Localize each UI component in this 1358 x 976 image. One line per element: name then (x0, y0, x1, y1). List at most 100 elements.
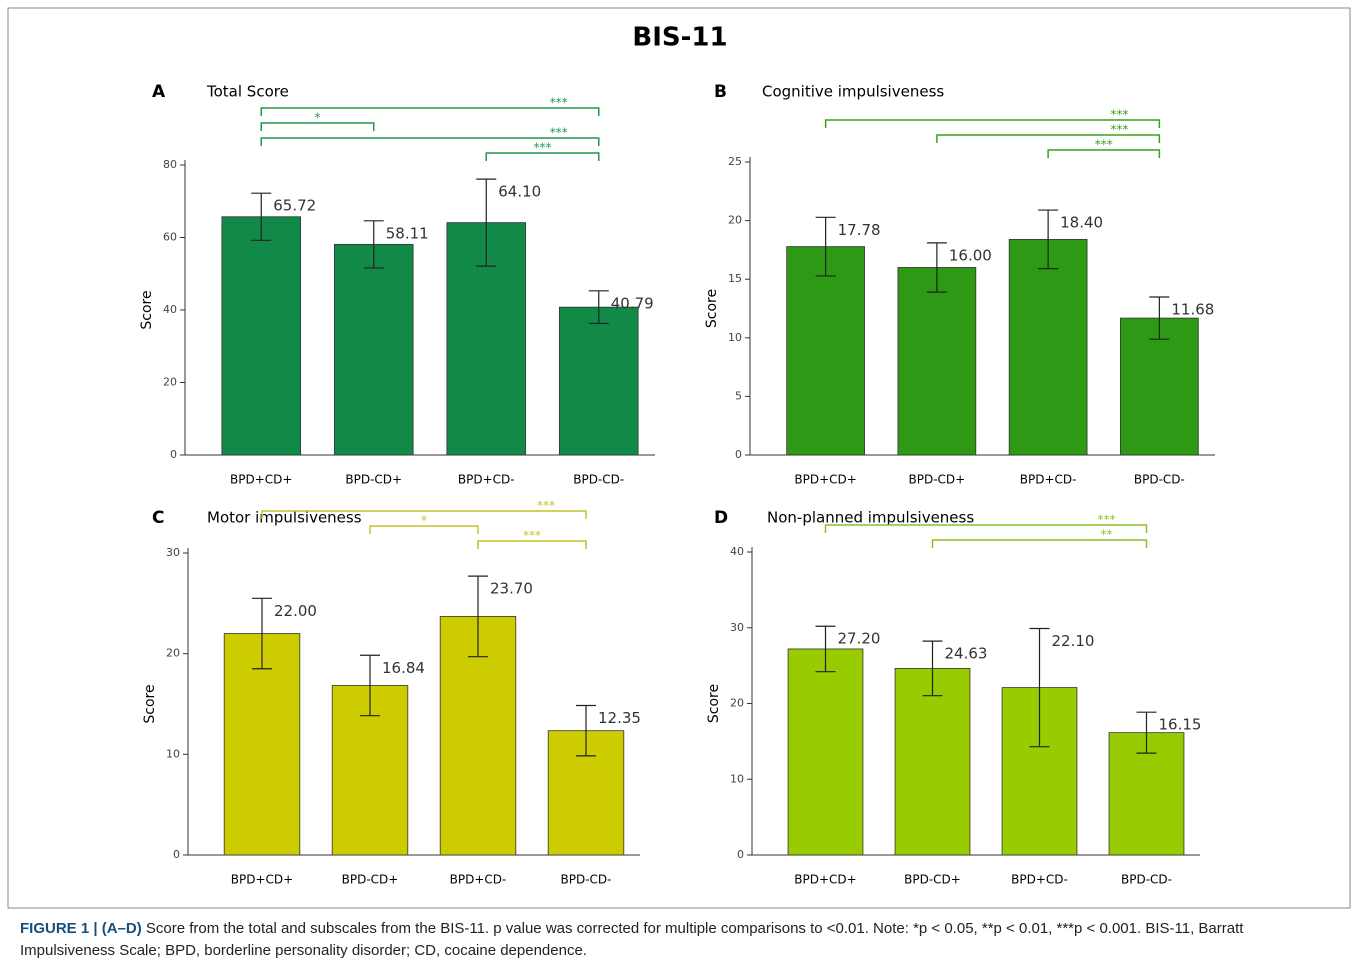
significance-label: * (315, 111, 321, 125)
caption-text: Score from the total and subscales from … (20, 920, 1244, 959)
error-bar (926, 242, 947, 293)
value-label: 16.15 (1159, 716, 1202, 734)
error-bar (815, 625, 836, 673)
bar (894, 668, 971, 856)
bar (221, 216, 302, 456)
bar (223, 633, 301, 856)
x-tick-label: BPD+CD+ (230, 473, 292, 487)
figure-title: BIS-11 (632, 23, 727, 53)
x-tick-label: BPD+CD- (1020, 473, 1077, 487)
y-tick-label: 10 (728, 331, 742, 344)
panel-title: Non-planned impulsiveness (767, 509, 974, 527)
error-bar (252, 597, 272, 670)
y-tick-label: 0 (737, 848, 744, 861)
y-axis-label: Score (139, 290, 155, 329)
value-label: 64.10 (498, 183, 541, 201)
x-tick-label: BPD-CD+ (904, 873, 961, 887)
panel-label: A (152, 82, 166, 102)
value-label: 40.79 (611, 294, 654, 312)
error-bar (468, 575, 488, 658)
caption: FIGURE 1 | (A–D) Score from the total an… (20, 918, 1340, 962)
x-tick-label: BPD-CD- (1121, 873, 1172, 887)
panel-title: Total Score (206, 83, 289, 101)
y-tick-label: 5 (735, 389, 742, 402)
y-tick-label: 0 (170, 448, 177, 461)
significance-label: *** (1098, 513, 1116, 527)
error-bar (1149, 296, 1170, 340)
value-label: 23.70 (490, 580, 533, 598)
x-tick-label: BPD+CD- (458, 473, 515, 487)
significance-bracket (936, 134, 1161, 143)
bar (787, 648, 864, 856)
y-tick-label: 40 (163, 303, 177, 316)
x-tick-label: BPD-CD+ (909, 473, 966, 487)
value-label: 16.84 (382, 659, 425, 677)
value-label: 24.63 (945, 645, 988, 663)
value-label: 27.20 (838, 630, 881, 648)
value-label: 58.11 (386, 224, 429, 242)
frame (7, 7, 1351, 909)
x-tick-label: BPD-CD- (561, 873, 612, 887)
panel-title: Motor impulsiveness (207, 509, 362, 527)
significance-bracket (485, 152, 600, 161)
y-tick-label: 10 (166, 747, 180, 760)
x-tick-label: BPD+CD+ (794, 473, 856, 487)
value-label: 22.00 (274, 602, 317, 620)
y-tick-label: 30 (730, 621, 744, 634)
error-bar (251, 192, 272, 241)
significance-bracket (260, 122, 375, 131)
significance-label: *** (550, 126, 568, 140)
value-label: 11.68 (1171, 301, 1214, 319)
significance-label: *** (550, 96, 568, 110)
significance-label: * (421, 514, 427, 528)
value-label: 16.00 (949, 246, 992, 264)
bar (1120, 317, 1199, 456)
panel-label: C (152, 508, 164, 528)
y-tick-label: 25 (728, 155, 742, 168)
error-bar (1038, 209, 1059, 270)
x-tick-label: BPD+CD+ (231, 873, 293, 887)
x-tick-label: BPD+CD+ (794, 873, 856, 887)
significance-bracket (477, 540, 587, 549)
significance-label: *** (537, 499, 555, 513)
panel-label: D (714, 508, 728, 528)
error-bar (1136, 711, 1157, 754)
y-tick-label: 20 (728, 214, 742, 227)
bar (786, 246, 865, 456)
bar (1008, 238, 1088, 456)
significance-bracket (1047, 149, 1161, 158)
y-axis-label: Score (142, 684, 158, 723)
error-bar (815, 216, 836, 277)
panel-label: B (714, 82, 727, 102)
y-tick-label: 20 (166, 647, 180, 660)
significance-bracket (824, 119, 1161, 128)
y-tick-label: 15 (728, 272, 742, 285)
significance-bracket (260, 137, 600, 146)
y-tick-label: 40 (730, 545, 744, 558)
panel-title: Cognitive impulsiveness (762, 83, 944, 101)
y-tick-label: 0 (735, 448, 742, 461)
error-bar (576, 704, 596, 757)
bar (897, 267, 977, 456)
y-tick-label: 30 (166, 546, 180, 559)
value-label: 17.78 (838, 221, 881, 239)
significance-label: *** (1110, 108, 1128, 122)
x-tick-label: BPD+CD- (1011, 873, 1068, 887)
bar (558, 306, 639, 456)
y-tick-label: 0 (173, 848, 180, 861)
y-tick-label: 80 (163, 158, 177, 171)
x-tick-label: BPD+CD- (450, 873, 507, 887)
y-tick-label: 20 (730, 697, 744, 710)
significance-bracket (369, 525, 479, 534)
error-bar (360, 654, 380, 717)
bar (333, 243, 414, 456)
error-bar (588, 290, 609, 325)
significance-label: *** (1110, 123, 1128, 137)
significance-bracket (261, 510, 587, 519)
error-bar (922, 640, 943, 697)
y-tick-label: 60 (163, 231, 177, 244)
significance-label: *** (523, 529, 541, 543)
value-label: 18.40 (1060, 214, 1103, 232)
